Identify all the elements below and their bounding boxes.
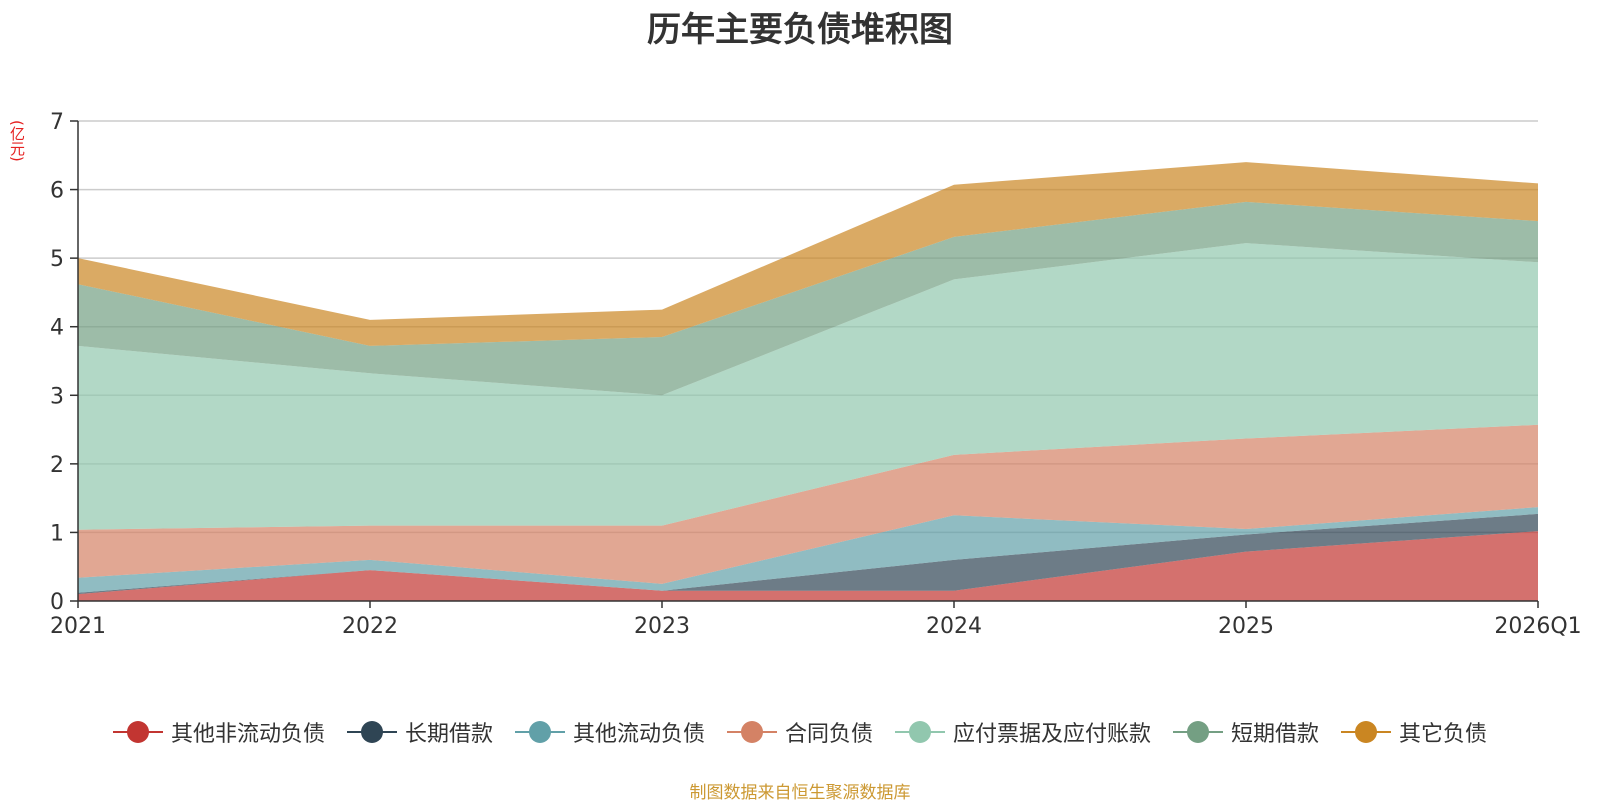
x-tick-label: 2021 xyxy=(50,614,106,639)
chart-plot: 0 1 2 3 4 5 6 7 2021 2022 2023 2024 2025 2026Q1 xyxy=(50,110,1582,639)
legend-item[interactable]: 其他非流动负债 xyxy=(112,716,325,748)
legend-marker-icon xyxy=(514,720,565,744)
area-series-7 xyxy=(78,162,1538,346)
legend-marker-icon xyxy=(726,720,777,744)
data-source-note: 制图数据来自恒生聚源数据库 xyxy=(689,783,911,803)
legend-label: 长期借款 xyxy=(404,722,493,747)
stacked-areas xyxy=(78,162,1538,601)
y-tick-label: 0 xyxy=(50,590,64,615)
y-tick-label: 6 xyxy=(50,179,64,204)
y-tick-label: 2 xyxy=(50,453,64,478)
legend-item[interactable]: 其它负债 xyxy=(1341,716,1487,748)
legend-label: 应付票据及应付账款 xyxy=(953,722,1152,747)
legend-label: 其他流动负债 xyxy=(572,722,705,747)
chart-title: 历年主要负债堆积图 xyxy=(647,10,953,50)
y-tick-label: 3 xyxy=(50,384,64,409)
x-tick-label: 2025 xyxy=(1218,614,1274,639)
legend-item[interactable]: 长期借款 xyxy=(346,716,493,748)
legend-item[interactable]: 短期借款 xyxy=(1173,716,1319,748)
legend-label: 其他非流动负债 xyxy=(170,722,325,747)
y-axis-unit-label: (亿元) xyxy=(8,120,26,162)
legend-label: 其它负债 xyxy=(1399,722,1488,747)
area-series-3 xyxy=(78,507,1538,593)
legend-item[interactable]: 其他流动负债 xyxy=(514,716,705,748)
y-tick-label: 7 xyxy=(50,110,64,135)
area-series-2 xyxy=(78,513,1538,595)
x-tick-label: 2024 xyxy=(926,614,982,639)
legend-item[interactable]: 应付票据及应付账款 xyxy=(895,716,1151,748)
x-tick-label: 2022 xyxy=(342,614,398,639)
legend-marker-icon xyxy=(1341,720,1392,744)
legend-label: 合同负债 xyxy=(784,722,873,747)
area-series-4 xyxy=(78,424,1538,584)
legend: 其他非流动负债 长期借款 其他流动负债 合同负债 应付票据及应付账款 短期借款 其它负债 xyxy=(0,716,1600,748)
axes: 0 1 2 3 4 5 6 7 2021 2022 2023 2024 2025 2026Q1 xyxy=(50,110,1582,639)
legend-label: 短期借款 xyxy=(1231,722,1320,747)
x-tick-label: 2023 xyxy=(634,614,690,639)
y-tick-label: 4 xyxy=(50,316,64,341)
area-series-6 xyxy=(78,201,1538,396)
legend-marker-icon xyxy=(895,720,945,744)
legend-item[interactable]: 合同负债 xyxy=(726,716,873,748)
legend-marker-icon xyxy=(346,720,397,744)
x-tick-label: 2026Q1 xyxy=(1494,614,1581,639)
legend-marker-icon xyxy=(112,720,163,744)
legend-marker-icon xyxy=(1173,720,1224,744)
y-tick-label: 5 xyxy=(50,247,64,272)
y-tick-label: 1 xyxy=(50,521,64,546)
area-series-1 xyxy=(78,531,1538,601)
area-series-5 xyxy=(78,243,1538,530)
